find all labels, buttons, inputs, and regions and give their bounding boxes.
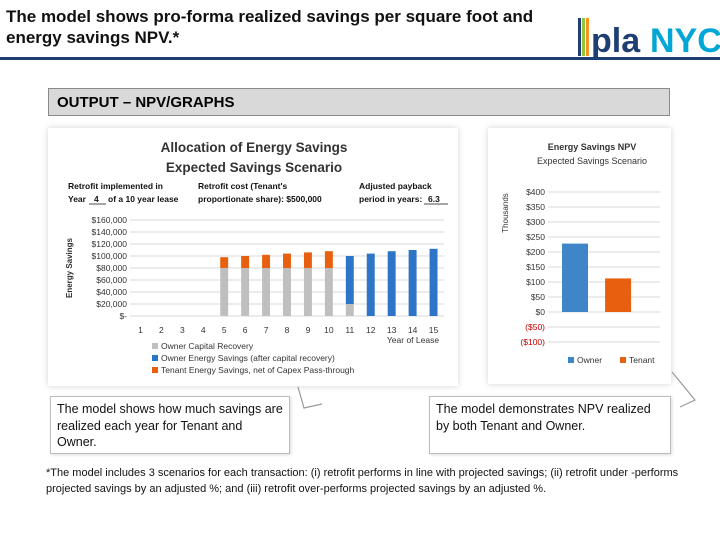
chart1-x-tick-label: 5 bbox=[222, 325, 227, 335]
chart1-x-tick-label: 14 bbox=[408, 325, 418, 335]
chart1-y-tick-label: $60,000 bbox=[96, 275, 127, 285]
chart2-bar bbox=[605, 278, 632, 312]
chart1-x-tick-label: 9 bbox=[306, 325, 311, 335]
chart1-x-tick-label: 8 bbox=[285, 325, 290, 335]
logo-text-nyc: NYC bbox=[650, 22, 720, 60]
chart1-x-tick-label: 11 bbox=[345, 325, 354, 335]
chart1-y-tick-label: $100,000 bbox=[92, 251, 128, 261]
chart1-bar-segment bbox=[303, 268, 312, 316]
chart2-bar bbox=[562, 243, 588, 312]
chart1-y-axis-title: Energy Savings bbox=[65, 237, 74, 298]
chart2-y-tick-label: $150 bbox=[526, 262, 545, 272]
chart1-bar-segment bbox=[220, 268, 229, 316]
section-header: OUTPUT – NPV/GRAPHS bbox=[48, 88, 670, 116]
chart1-legend-swatch bbox=[152, 367, 158, 373]
chart1-bar-segment bbox=[345, 256, 354, 304]
chart1-x-tick-label: 13 bbox=[387, 325, 397, 335]
chart2-y-tick-label: $100 bbox=[526, 277, 545, 287]
chart1-bar-segment bbox=[241, 268, 250, 316]
cost-label-line2: proportionate share): $500,000 bbox=[198, 194, 322, 204]
chart1-x-tick-label: 6 bbox=[243, 325, 248, 335]
chart2-y-tick-label: $0 bbox=[536, 307, 546, 317]
chart2-title-line1: Energy Savings NPV bbox=[548, 142, 637, 152]
chart1-title-line2: Expected Savings Scenario bbox=[166, 160, 342, 175]
chart2-y-tick-label: $400 bbox=[526, 187, 545, 197]
chart2-y-tick-label: $250 bbox=[526, 232, 545, 242]
chart2-y-tick-label: ($100) bbox=[520, 337, 545, 347]
retrofit-year: 4 bbox=[94, 194, 99, 204]
payback-label-line1: Adjusted payback bbox=[359, 181, 432, 191]
chart1-x-tick-label: 4 bbox=[201, 325, 206, 335]
chart1-y-tick-label: $40,000 bbox=[96, 287, 127, 297]
chart1-bar-segment bbox=[241, 256, 250, 268]
chart1-y-tick-label: $- bbox=[119, 311, 127, 321]
allocation-chart-panel: Allocation of Energy Savings Expected Sa… bbox=[48, 128, 458, 386]
callout-arrow-left bbox=[297, 386, 323, 409]
chart1-y-tick-label: $160,000 bbox=[92, 215, 128, 225]
chart1-y-tick-label: $120,000 bbox=[92, 239, 128, 249]
chart1-bar-segment bbox=[303, 252, 312, 268]
chart2-title-line2: Expected Savings Scenario bbox=[537, 156, 647, 166]
chart1-bar-segment bbox=[283, 268, 291, 316]
npv-chart-panel: Energy Savings NPV Expected Savings Scena… bbox=[488, 128, 671, 384]
retrofit-label-line1: Retrofit implemented in bbox=[68, 181, 163, 191]
logo-text-pla: pla bbox=[591, 22, 641, 60]
chart1-legend-label: Owner Capital Recovery bbox=[161, 341, 254, 351]
chart1-legend-label: Tenant Energy Savings, net of Capex Pass… bbox=[161, 365, 355, 375]
chart1-bar-segment bbox=[283, 253, 291, 268]
logo-stripes bbox=[578, 18, 589, 56]
chart1-x-tick-label: 10 bbox=[324, 325, 334, 335]
chart1-legend-swatch bbox=[152, 343, 158, 349]
chart1-bar-segment bbox=[324, 251, 333, 268]
chart1-bar-segment bbox=[387, 251, 396, 316]
chart1-x-tick-label: 7 bbox=[264, 325, 269, 335]
chart2-y-axis-title: Thousands bbox=[501, 193, 510, 233]
chart1-y-tick-label: $140,000 bbox=[92, 227, 128, 237]
chart1-bar-segment bbox=[220, 257, 229, 268]
chart2-y-tick-label: ($50) bbox=[525, 322, 545, 332]
chart2-y-tick-label: $50 bbox=[531, 292, 545, 302]
chart1-bar-segment bbox=[366, 253, 375, 316]
chart2-legend-label: Owner bbox=[577, 355, 602, 365]
chart2-legend-swatch bbox=[620, 357, 626, 363]
chart1-x-tick-label: 2 bbox=[159, 325, 164, 335]
plan-nyc-logo: pla NYC bbox=[578, 18, 720, 60]
callout-annual-savings: The model shows how much savings are rea… bbox=[50, 396, 290, 454]
chart1-bar-segment bbox=[429, 248, 438, 316]
chart1-title-line1: Allocation of Energy Savings bbox=[161, 140, 348, 155]
chart1-x-tick-label: 12 bbox=[366, 325, 376, 335]
retrofit-label-line2b: of a 10 year lease bbox=[108, 194, 179, 204]
allocation-chart: Allocation of Energy Savings Expected Sa… bbox=[65, 140, 448, 375]
retrofit-label-line2a: Year bbox=[68, 194, 87, 204]
cost-label-line1: Retrofit cost (Tenant's bbox=[198, 181, 288, 191]
npv-chart: Energy Savings NPV Expected Savings Scena… bbox=[501, 142, 660, 365]
chart2-legend-label: Tenant bbox=[629, 355, 655, 365]
chart1-bar-segment bbox=[345, 304, 354, 316]
chart1-bar-segment bbox=[324, 268, 333, 316]
chart2-legend-swatch bbox=[568, 357, 574, 363]
chart1-legend-swatch bbox=[152, 355, 158, 361]
chart1-y-tick-label: $80,000 bbox=[96, 263, 127, 273]
chart2-y-tick-label: $200 bbox=[526, 247, 545, 257]
chart1-x-tick-label: 1 bbox=[138, 325, 143, 335]
chart1-legend-label: Owner Energy Savings (after capital reco… bbox=[161, 353, 335, 363]
chart1-x-tick-label: 3 bbox=[180, 325, 185, 335]
chart1-bar-segment bbox=[262, 268, 271, 316]
header-rule bbox=[0, 57, 720, 60]
callout-npv: The model demonstrates NPV realized by b… bbox=[429, 396, 671, 454]
payback-label-line2: period in years: bbox=[359, 194, 422, 204]
page-title: The model shows pro-forma realized savin… bbox=[6, 7, 534, 47]
callout-arrow-right bbox=[671, 371, 696, 408]
payback-value: 6.3 bbox=[428, 194, 440, 204]
chart1-bar-segment bbox=[262, 254, 271, 268]
chart2-y-tick-label: $350 bbox=[526, 202, 545, 212]
chart1-y-tick-label: $20,000 bbox=[96, 299, 127, 309]
chart2-y-tick-label: $300 bbox=[526, 217, 545, 227]
chart1-bar-segment bbox=[408, 250, 417, 316]
chart1-x-axis-title: Year of Lease bbox=[387, 335, 439, 345]
footnote: *The model includes 3 scenarios for each… bbox=[46, 467, 679, 495]
chart1-x-tick-label: 15 bbox=[429, 325, 439, 335]
